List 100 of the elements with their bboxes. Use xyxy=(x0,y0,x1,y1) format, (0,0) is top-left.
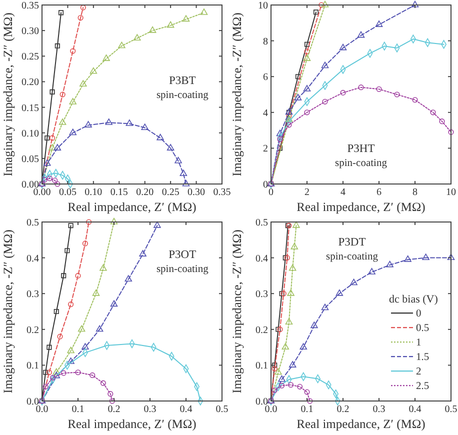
point xyxy=(156,134,164,140)
point xyxy=(322,98,328,104)
point xyxy=(448,129,454,135)
point xyxy=(357,31,365,38)
x-tick-label: 0.2 xyxy=(336,404,350,415)
y-tick-label: 0.2 xyxy=(256,324,268,336)
annotation: P3HT xyxy=(347,142,375,155)
x-axis-title: Real impedance, Z′ (MΩ) xyxy=(68,417,196,431)
y-tick-label: 0.25 xyxy=(22,52,39,63)
point xyxy=(100,264,107,271)
point xyxy=(277,136,283,142)
point xyxy=(376,86,382,92)
y-tick-label: 0.35 xyxy=(22,0,39,12)
x-axis-title: Real impedance, Z′ (MΩ) xyxy=(296,200,426,214)
point xyxy=(375,20,383,27)
point xyxy=(64,248,70,254)
point xyxy=(290,242,298,250)
point xyxy=(166,144,174,150)
point xyxy=(58,118,66,125)
point xyxy=(310,322,318,328)
point xyxy=(447,254,455,260)
annotation: spin-coating xyxy=(156,90,210,101)
point xyxy=(182,15,190,22)
legend-title: dc bias (V) xyxy=(389,294,438,306)
point xyxy=(287,289,294,296)
point xyxy=(304,42,310,47)
x-tick-label: 0.4 xyxy=(180,404,192,415)
x-tick-label: 0.3 xyxy=(144,404,156,415)
y-tick-label: 0 xyxy=(263,180,268,190)
point xyxy=(288,382,294,388)
point xyxy=(139,250,146,256)
point xyxy=(166,21,174,28)
point xyxy=(180,170,188,176)
x-tick-label: 0.1 xyxy=(300,404,314,415)
point xyxy=(58,10,64,16)
point xyxy=(52,178,58,184)
point xyxy=(288,361,296,368)
point xyxy=(411,0,419,8)
legend-label: 1.5 xyxy=(416,352,430,364)
point xyxy=(285,318,293,324)
x-tick-label: 4 xyxy=(340,187,346,198)
point xyxy=(358,84,364,90)
point xyxy=(52,372,60,378)
point xyxy=(108,391,114,397)
y-tick-label: 0.0 xyxy=(256,396,268,408)
point xyxy=(272,362,278,368)
point xyxy=(90,67,98,74)
point xyxy=(92,289,100,296)
y-tick-label: 0.2 xyxy=(26,324,39,336)
x-axis-title: Real impedance, Z′ (MΩ) xyxy=(68,200,196,214)
point xyxy=(80,80,87,87)
point xyxy=(48,144,56,150)
point xyxy=(60,92,66,98)
point xyxy=(46,176,53,182)
point xyxy=(134,34,141,41)
annotation: spin-coating xyxy=(335,158,388,169)
y-tick-label: 4 xyxy=(263,108,268,119)
point xyxy=(292,221,300,228)
point xyxy=(118,42,126,48)
point xyxy=(336,289,344,296)
x-tick-label: 0.3 xyxy=(372,404,386,415)
x-tick-label: 0.10 xyxy=(84,187,102,198)
y-tick-label: 0.5 xyxy=(256,218,268,228)
x-tick-label: 0.25 xyxy=(162,187,180,198)
y-tick-label: 0.5 xyxy=(26,218,39,228)
point xyxy=(43,370,48,375)
point xyxy=(75,370,81,376)
y-tick-label: 0.20 xyxy=(22,77,39,88)
point xyxy=(304,48,310,54)
y-tick-label: 0.05 xyxy=(22,154,39,165)
point xyxy=(321,62,329,68)
point xyxy=(282,343,290,350)
point xyxy=(86,219,92,225)
legend-label: 0.5 xyxy=(416,323,430,334)
point xyxy=(102,54,110,61)
point xyxy=(422,254,430,260)
x-tick-label: 0.35 xyxy=(213,187,231,198)
point xyxy=(49,135,56,141)
y-tick-label: 0.4 xyxy=(256,253,268,264)
x-tick-label: 6 xyxy=(376,187,382,198)
point xyxy=(439,118,445,124)
point xyxy=(50,374,56,381)
point xyxy=(200,8,208,15)
point xyxy=(67,346,74,354)
point xyxy=(154,221,161,228)
y-tick-label: 6 xyxy=(263,72,268,84)
annotation: spin-coating xyxy=(326,251,379,262)
point xyxy=(54,181,60,187)
point xyxy=(279,382,285,388)
point xyxy=(68,302,74,308)
point xyxy=(46,370,52,376)
point xyxy=(82,240,88,246)
point xyxy=(174,156,182,164)
point xyxy=(321,304,329,310)
point xyxy=(96,325,104,332)
point xyxy=(105,118,112,125)
x-tick-label: 0.4 xyxy=(408,404,422,415)
point xyxy=(294,94,302,100)
point xyxy=(412,97,418,103)
y-tick-label: 10 xyxy=(258,0,268,12)
